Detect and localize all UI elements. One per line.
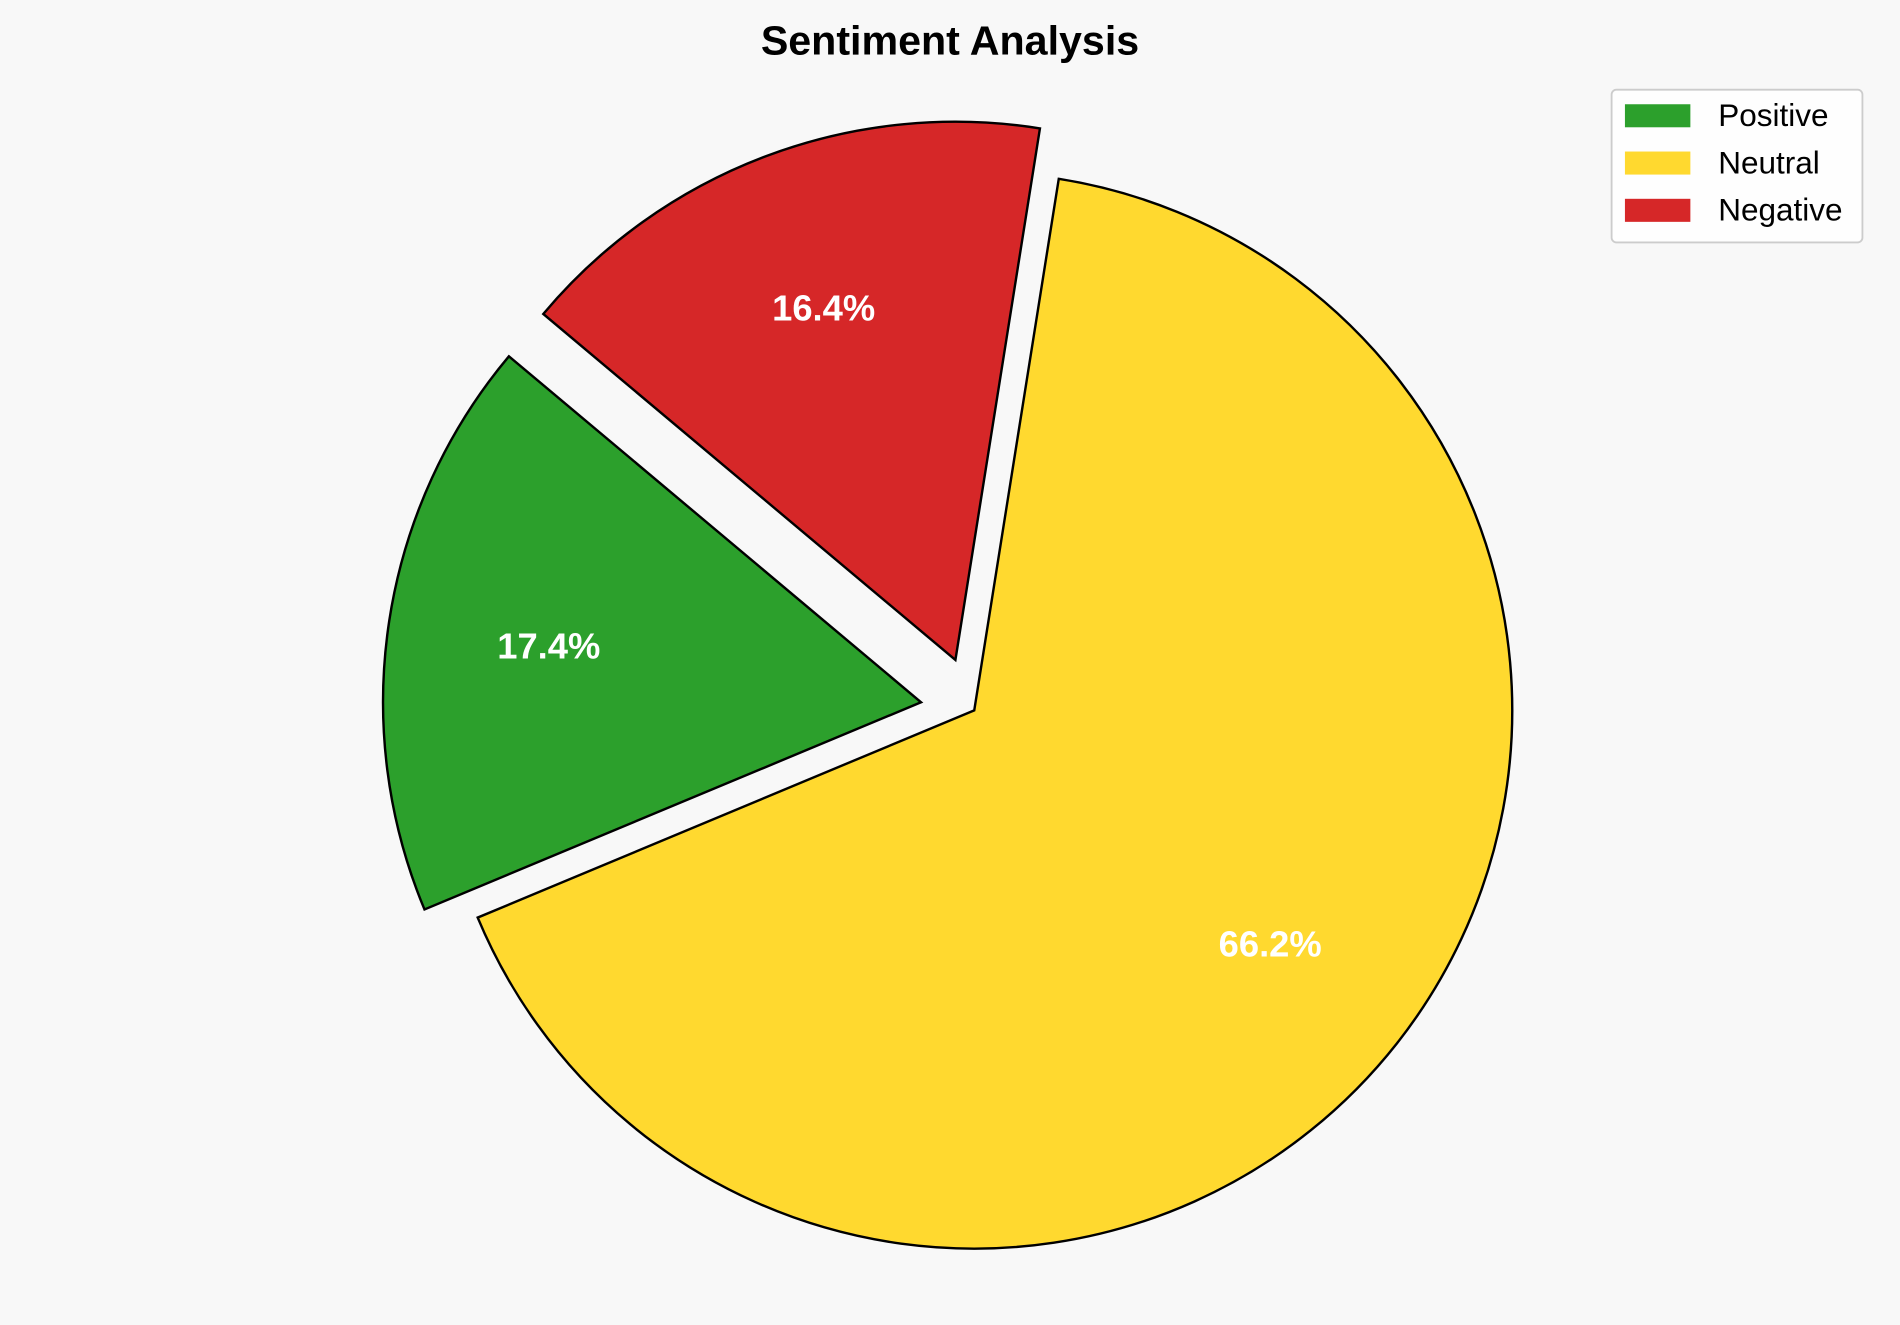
- legend-swatch-positive: [1624, 104, 1691, 128]
- pie-slice-neutral: [476, 177, 1514, 1250]
- legend-label-neutral: Neutral: [1718, 144, 1820, 180]
- legend-label-positive: Positive: [1718, 97, 1828, 133]
- legend-swatch-negative: [1624, 198, 1691, 222]
- chart-title: Sentiment Analysis: [761, 18, 1139, 64]
- legend-label-negative: Negative: [1718, 192, 1842, 228]
- pie-slice-negative: [541, 120, 1042, 663]
- slice-label-negative: 16.4%: [772, 287, 875, 328]
- pie-slice-positive: [381, 354, 924, 912]
- pie-labels: 17.4% 66.2% 16.4%: [497, 287, 1321, 964]
- slice-label-positive: 17.4%: [497, 626, 600, 667]
- pie-slices: [381, 120, 1514, 1250]
- legend-swatch-neutral: [1624, 151, 1691, 175]
- legend: Positive Neutral Negative: [1610, 88, 1864, 244]
- slice-label-neutral: 66.2%: [1219, 924, 1322, 965]
